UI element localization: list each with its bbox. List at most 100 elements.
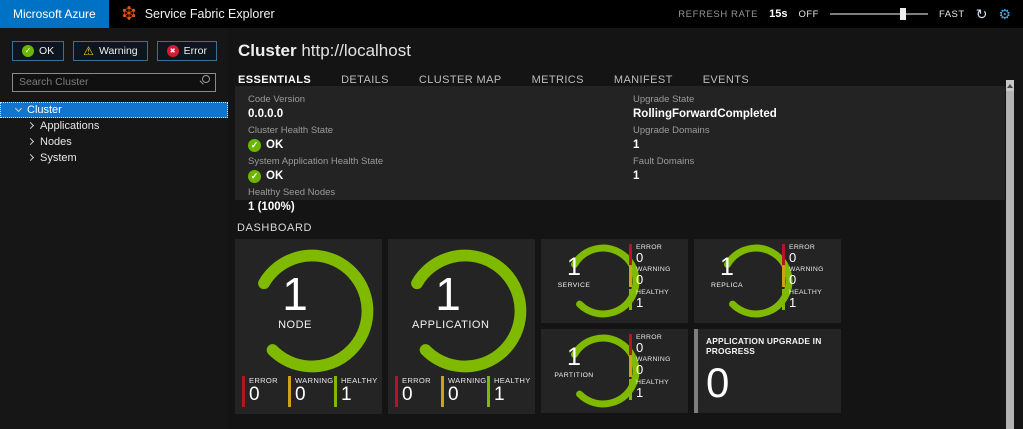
essentials-panel: Code Version 0.0.0.0 Cluster Health Stat… (235, 86, 1005, 213)
refresh-icon[interactable]: ↻ (975, 6, 988, 22)
ok-icon: ✓ (248, 138, 261, 152)
essentials-left-column: Code Version 0.0.0.0 Cluster Health Stat… (248, 94, 633, 218)
warning-color-bar (288, 376, 291, 407)
healthy-color-bar (629, 288, 632, 310)
filter-error-button[interactable]: ✖ Error (156, 41, 217, 61)
page-title-primary: Cluster (238, 41, 297, 60)
legend-warning: WARNING 0 (441, 376, 487, 407)
partition-count: 1 (567, 343, 581, 371)
legend-healthy: HEALTHY 1 (334, 376, 380, 407)
legend-error: ERROR 0 (629, 244, 683, 265)
healthy-color-bar (629, 378, 632, 400)
ok-icon: ✓ (248, 169, 261, 183)
service-health-tile[interactable]: 1 SERVICE ERROR 0 WARNING 0 (541, 239, 688, 323)
tab-bar: ESSENTIALS DETAILS CLUSTER MAP METRICS M… (238, 74, 1023, 92)
partition-count-block: 1 PARTITION (543, 343, 605, 380)
legend-warning: WARNING 0 (782, 266, 836, 288)
tab-metrics[interactable]: METRICS (531, 74, 584, 86)
system-app-health-value: OK (266, 170, 284, 182)
error-icon: ✖ (166, 45, 179, 57)
legend-warning: WARNING 0 (629, 266, 683, 288)
search-container (12, 72, 216, 92)
chevron-down-icon[interactable] (13, 104, 24, 113)
page-title: Cluster http://localhost (238, 41, 1023, 61)
dashboard-tiles: 1 NODE ERROR 0 WARNING 0 HEALTHY (235, 239, 841, 414)
chevron-right-icon[interactable] (26, 153, 37, 162)
node-label: NODE (278, 319, 312, 331)
tree-item-system-label: System (40, 151, 77, 164)
filter-error-label: Error (183, 45, 207, 57)
essentials-right-column: Upgrade State RollingForwardCompleted Up… (633, 94, 992, 218)
tab-events[interactable]: EVENTS (702, 74, 750, 86)
warning-icon: ⚠ (83, 44, 94, 58)
azure-label: Microsoft Azure (13, 7, 96, 21)
cluster-health-value: OK (266, 139, 284, 151)
node-count: 1 (282, 268, 308, 320)
legend-healthy: HEALTHY 1 (629, 378, 683, 400)
legend-healthy: HEALTHY 1 (487, 376, 533, 407)
legend-healthy: HEALTHY 1 (782, 288, 836, 310)
tree-item-system[interactable]: System (0, 150, 228, 166)
tree-item-nodes[interactable]: Nodes (0, 134, 228, 150)
cluster-tree: Cluster Applications Nodes System (0, 101, 228, 166)
node-legend: ERROR 0 WARNING 0 HEALTHY 1 (242, 376, 380, 407)
main-content: Cluster http://localhost ESSENTIALS DETA… (228, 28, 1023, 429)
upgrade-count: 0 (706, 359, 730, 406)
replica-health-tile[interactable]: 1 REPLICA ERROR 0 WARNING 0 (694, 239, 841, 323)
refresh-off-label: OFF (798, 8, 819, 20)
filter-ok-button[interactable]: ✓ OK (12, 41, 65, 61)
application-health-tile[interactable]: 1 APPLICATION ERROR 0 WARNING 0 HEALTHY (388, 239, 535, 414)
replica-label: REPLICA (711, 282, 743, 289)
node-count-block: 1 NODE (259, 271, 331, 331)
chevron-right-icon[interactable] (26, 121, 37, 130)
tree-item-applications-label: Applications (40, 119, 100, 132)
application-label: APPLICATION (412, 319, 490, 331)
node-health-tile[interactable]: 1 NODE ERROR 0 WARNING 0 HEALTHY (235, 239, 382, 414)
search-icon (202, 75, 210, 83)
warning-color-bar (782, 266, 785, 288)
slider-thumb[interactable] (899, 8, 906, 20)
application-upgrade-tile[interactable]: APPLICATION UPGRADE IN PROGRESS 0 (694, 329, 841, 413)
tree-item-cluster[interactable]: Cluster (0, 101, 228, 118)
filter-warning-button[interactable]: ⚠ Warning (73, 41, 148, 61)
vertical-scrollbar[interactable] (1006, 80, 1014, 429)
service-fabric-icon (121, 5, 137, 24)
field-upgrade-state: Upgrade State RollingForwardCompleted (633, 94, 777, 120)
tab-details[interactable]: DETAILS (341, 74, 389, 86)
tree-item-cluster-label: Cluster (27, 103, 62, 116)
scroll-up-button[interactable] (1006, 80, 1014, 91)
field-fault-domains: Fault Domains 1 (633, 156, 695, 182)
tab-cluster-map[interactable]: CLUSTER MAP (418, 74, 502, 86)
healthy-color-bar (334, 376, 337, 407)
field-upgrade-domains: Upgrade Domains 1 (633, 125, 710, 151)
tab-manifest[interactable]: MANIFEST (613, 74, 673, 86)
field-system-app-health-state: System Application Health State ✓ OK (248, 156, 384, 183)
app-title: Service Fabric Explorer (144, 7, 275, 21)
tree-item-applications[interactable]: Applications (0, 118, 228, 134)
application-donut-chart (403, 249, 527, 373)
partition-health-tile[interactable]: 1 PARTITION ERROR 0 WARNING 0 (541, 329, 688, 413)
gear-icon[interactable]: ⚙ (998, 6, 1011, 22)
microsoft-azure-logo[interactable]: Microsoft Azure (0, 0, 109, 28)
error-color-bar (629, 244, 632, 265)
node-donut-chart (250, 249, 374, 373)
field-code-version: Code Version 0.0.0.0 (248, 94, 306, 120)
service-count-block: 1 SERVICE (543, 255, 605, 290)
legend-healthy: HEALTHY 1 (629, 288, 683, 310)
field-healthy-seed-nodes: Healthy Seed Nodes 1 (100%) (248, 187, 336, 213)
error-color-bar (782, 244, 785, 265)
partition-label: PARTITION (554, 372, 594, 379)
healthy-color-bar (782, 288, 785, 310)
app-brand: Service Fabric Explorer (121, 5, 275, 24)
warning-color-bar (629, 266, 632, 288)
replica-count-block: 1 REPLICA (696, 255, 758, 290)
refresh-rate-slider[interactable] (829, 8, 928, 20)
search-input[interactable] (12, 72, 216, 92)
chevron-right-icon[interactable] (26, 137, 37, 146)
tile-column-1: 1 SERVICE ERROR 0 WARNING 0 (541, 239, 688, 414)
refresh-rate-value: 15s (769, 8, 788, 20)
application-legend: ERROR 0 WARNING 0 HEALTHY 1 (395, 376, 533, 407)
field-cluster-health-state: Cluster Health State ✓ OK (248, 125, 334, 152)
tile-column-2: 1 REPLICA ERROR 0 WARNING 0 (694, 239, 841, 414)
refresh-rate-label: REFRESH RATE (678, 8, 759, 20)
